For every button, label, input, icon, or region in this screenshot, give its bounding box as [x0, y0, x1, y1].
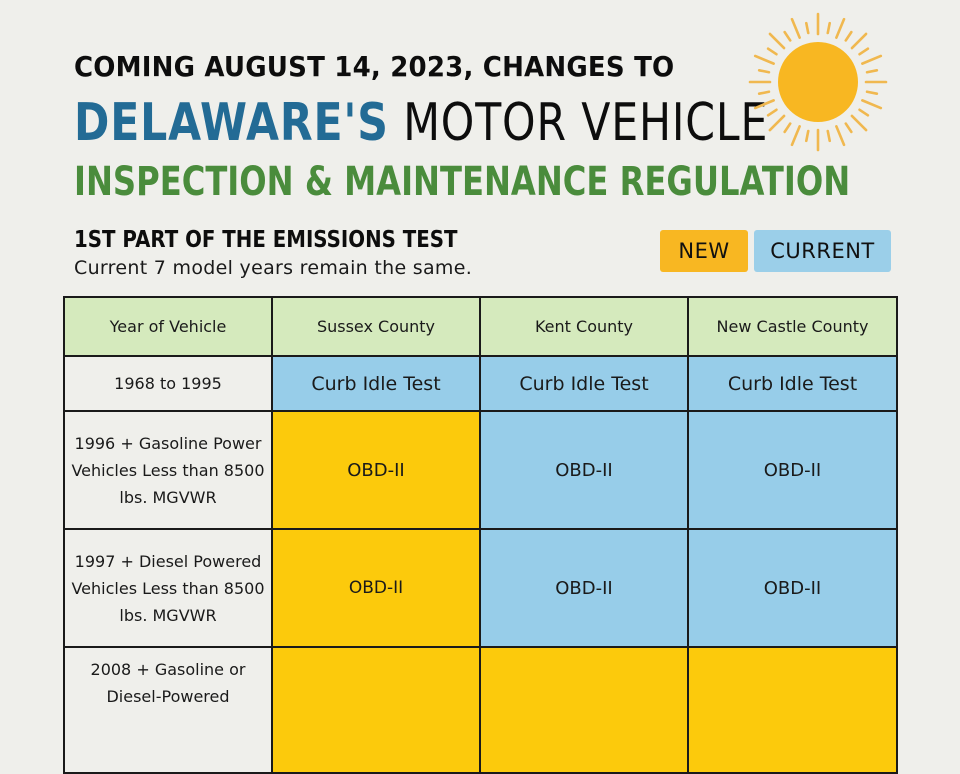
row-year-label: 1996 + Gasoline Power Vehicles Less than…: [63, 410, 273, 530]
column-header-year: Year of Vehicle: [63, 296, 273, 357]
cell-kent: OBD-II: [479, 528, 689, 648]
cell-kent: Curb Idle Test: [479, 355, 689, 412]
cell-new-castle: OBD-II: [687, 410, 898, 530]
sun-icon: [748, 12, 888, 152]
table-header-row: Year of Vehicle Sussex County Kent Count…: [63, 296, 898, 357]
cell-kent: [479, 646, 689, 774]
cell-sussex: OBD-II: [271, 528, 481, 648]
table-row: 1996 + Gasoline Power Vehicles Less than…: [63, 410, 898, 530]
headline-state-name: DELAWARE'S: [74, 93, 389, 153]
cell-sussex: Curb Idle Test: [271, 355, 481, 412]
column-header-kent: Kent County: [479, 296, 689, 357]
column-header-new-castle: New Castle County: [687, 296, 898, 357]
headline-date-line: COMING AUGUST 14, 2023, CHANGES TO: [74, 50, 675, 83]
section-title: 1ST PART OF THE EMISSIONS TEST: [74, 227, 458, 253]
row-year-label: 1997 + Diesel Powered Vehicles Less than…: [63, 528, 273, 648]
headline-motor-vehicle: MOTOR VEHICLE: [388, 93, 769, 153]
legend-new-badge: NEW: [660, 230, 748, 272]
cell-new-castle: [687, 646, 898, 774]
cell-new-castle: OBD-II: [687, 528, 898, 648]
headline-regulation: INSPECTION & MAINTENANCE REGULATION: [74, 159, 851, 205]
emissions-test-table: Year of Vehicle Sussex County Kent Count…: [63, 296, 898, 774]
headline-title: DELAWARE'S MOTOR VEHICLE: [74, 92, 768, 154]
row-year-label: 1968 to 1995: [63, 355, 273, 412]
section-subtitle: Current 7 model years remain the same.: [74, 257, 473, 279]
cell-sussex: OBD-II: [271, 410, 481, 530]
row-year-label: 2008 + Gasoline or Diesel-Powered: [63, 646, 273, 774]
column-header-sussex: Sussex County: [271, 296, 481, 357]
legend-current-badge: CURRENT: [754, 230, 891, 272]
table-row: 1997 + Diesel Powered Vehicles Less than…: [63, 528, 898, 648]
table-row: 1968 to 1995 Curb Idle Test Curb Idle Te…: [63, 355, 898, 412]
cell-kent: OBD-II: [479, 410, 689, 530]
cell-new-castle: Curb Idle Test: [687, 355, 898, 412]
table-row: 2008 + Gasoline or Diesel-Powered: [63, 646, 898, 774]
cell-sussex: [271, 646, 481, 774]
